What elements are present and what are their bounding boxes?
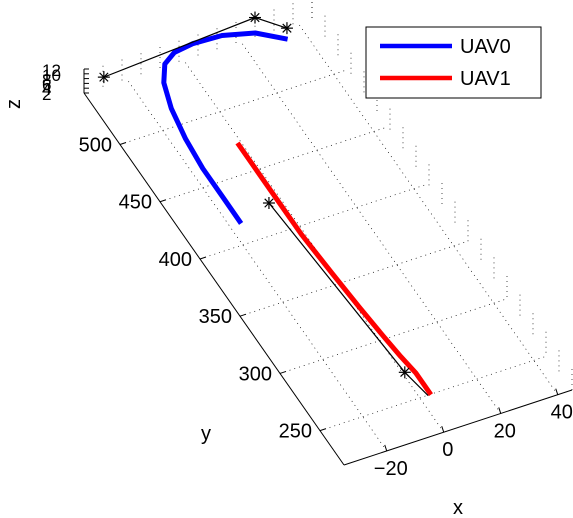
x-tick-mark-0 xyxy=(384,444,388,452)
y-axis-line xyxy=(83,92,345,466)
reference-path-top xyxy=(103,16,288,78)
y-tick-label-1: 300 xyxy=(239,363,272,385)
star-marker-3 xyxy=(262,197,275,210)
legend-box xyxy=(365,26,542,99)
legend-label-uav0: UAV0 xyxy=(460,36,511,58)
y-tick-label-0: 250 xyxy=(279,421,312,443)
x-tick-label-0: −20 xyxy=(374,458,408,480)
series-line-uav1 xyxy=(235,141,433,397)
y-tick-label-4: 450 xyxy=(119,192,152,214)
y-tick-mark-2 xyxy=(239,313,247,317)
x-tick-mark-1 xyxy=(441,426,445,433)
grid-line-y-0 xyxy=(319,355,549,431)
x-tick-label-2: 20 xyxy=(494,420,516,442)
series-line-uav0 xyxy=(161,30,289,225)
x-axis-label: x xyxy=(453,497,463,518)
markers xyxy=(97,11,429,397)
grid-line-y-2 xyxy=(239,240,469,317)
z-tick-label-2: 6 xyxy=(42,75,51,94)
y-tick-label-3: 400 xyxy=(159,249,192,271)
star-stroke xyxy=(250,12,260,23)
star-marker-2 xyxy=(280,22,293,35)
x-tick-mark-3 xyxy=(555,388,559,395)
z-tick-label-3: 8 xyxy=(42,71,51,90)
star-marker-1 xyxy=(249,11,261,24)
grid-line-x-3 xyxy=(297,22,559,395)
grid-line-x-2 xyxy=(240,41,502,414)
star-stroke xyxy=(400,367,410,377)
legend: UAV0 UAV1 xyxy=(365,26,542,99)
y-tick-label-2: 350 xyxy=(199,306,232,328)
star-stroke xyxy=(99,72,109,82)
axes-frame xyxy=(83,69,573,466)
x-tick-label-1: 0 xyxy=(442,439,453,461)
z-tick-label-1: 4 xyxy=(42,80,51,99)
series-lines xyxy=(161,30,433,397)
y-tick-mark-1 xyxy=(279,370,287,374)
y-tick-mark-3 xyxy=(199,256,207,260)
star-stroke xyxy=(282,23,292,33)
z-axis-label: z xyxy=(3,99,25,109)
legend-label-uav1: UAV1 xyxy=(460,68,511,90)
x-tick-mark-2 xyxy=(498,407,502,414)
z-tick-label-4: 10 xyxy=(42,66,61,85)
x-axis-line xyxy=(343,389,573,466)
grid-line-y-3 xyxy=(199,183,429,260)
y-tick-mark-4 xyxy=(159,199,167,203)
star-stroke xyxy=(264,198,274,208)
y-axis-label: y xyxy=(201,423,211,445)
grid-line-y-1 xyxy=(279,298,509,374)
y-tick-mark-5 xyxy=(119,142,127,145)
z-tick-label-5: 12 xyxy=(42,61,61,80)
grid-line-x-0 xyxy=(126,78,388,452)
grid-line-y-4 xyxy=(159,126,389,203)
y-tick-mark-0 xyxy=(319,428,327,432)
grid-line-x-1 xyxy=(183,59,445,433)
y-tick-label-5: 500 xyxy=(79,135,112,157)
grid-line-y-5 xyxy=(119,69,349,145)
star-marker-4 xyxy=(398,366,411,379)
z-tick-label-0: 2 xyxy=(42,85,51,104)
star-marker-0 xyxy=(97,71,110,84)
x-tick-label-3: 40 xyxy=(551,402,573,424)
